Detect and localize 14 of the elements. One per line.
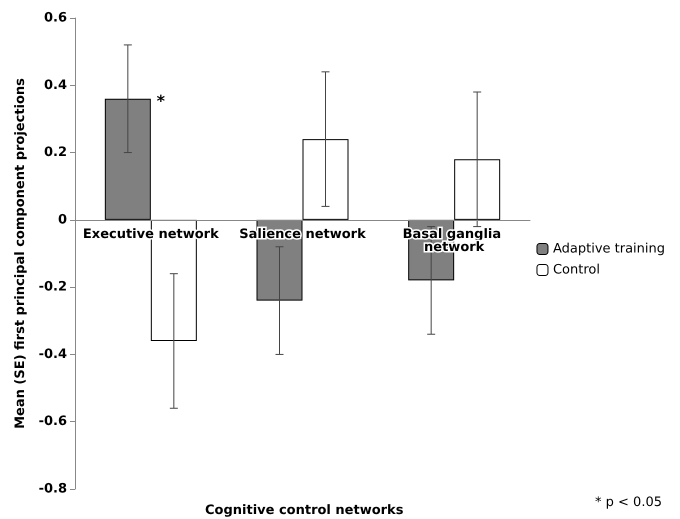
x-axis-title: Cognitive control networks bbox=[205, 503, 404, 518]
y-tick-label: 0 bbox=[58, 212, 67, 228]
text: * p < 0.05 bbox=[595, 495, 662, 510]
y-tick-label: 0.6 bbox=[44, 10, 67, 26]
y-tick-label: 0.4 bbox=[44, 78, 67, 93]
legend-label: Control bbox=[552, 262, 600, 278]
annotation: * bbox=[156, 91, 166, 110]
y-tick-label: -0.8 bbox=[38, 482, 67, 496]
y-axis-title: Mean (SE) first principal component projections bbox=[13, 78, 28, 429]
y-tick-label: -0.6 bbox=[38, 414, 67, 430]
y-tick-label: -0.4 bbox=[38, 346, 67, 362]
y-tick-label: -0.2 bbox=[38, 280, 67, 295]
y-tick-label: 0.2 bbox=[44, 145, 67, 160]
legend-label: Adaptive training bbox=[552, 242, 665, 256]
